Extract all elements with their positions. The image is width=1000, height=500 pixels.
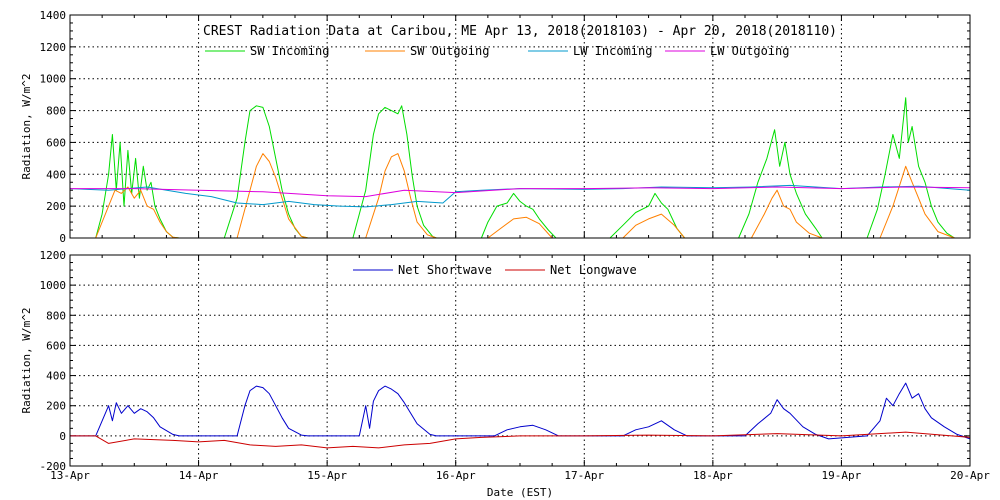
bottom-x-tick-label: 19-Apr xyxy=(822,469,862,482)
bottom-y-tick-label: 1000 xyxy=(40,279,67,292)
top-series-lw-outgoing-line xyxy=(70,186,971,198)
bottom-y-tick-label: 0 xyxy=(59,430,66,443)
bottom-y-tick-label: 800 xyxy=(46,309,66,322)
bottom-panel-net-radiation: -200 0 200 400 600 800 1000 1200 13-Apr 14-Apr 15-… xyxy=(20,249,990,499)
top-y-tick-label: 800 xyxy=(46,105,66,118)
top-y-tick-label: 600 xyxy=(46,136,66,149)
top-legend-label: SW Outgoing xyxy=(410,44,489,58)
bottom-x-tick-label: 16-Apr xyxy=(436,469,476,482)
top-y-tick-label: 1200 xyxy=(40,41,67,54)
top-y-tick-label: 0 xyxy=(59,232,66,245)
bottom-x-tick-label: 13-Apr xyxy=(50,469,90,482)
top-legend-label: SW Incoming xyxy=(250,44,329,58)
top-y-tick-label: 1400 xyxy=(40,9,67,22)
top-y-axis-label: Radiation, W/m^2 xyxy=(20,74,33,180)
top-plot-frame xyxy=(69,14,971,239)
top-y-tick-label: 400 xyxy=(46,168,66,181)
top-legend-label: LW Incoming xyxy=(573,44,652,58)
top-y-tick-label: 1000 xyxy=(40,73,67,86)
bottom-y-tick-label: 400 xyxy=(46,370,66,383)
bottom-legend-label: Net Longwave xyxy=(550,263,637,277)
bottom-y-axis-label: Radiation, W/m^2 xyxy=(20,308,33,414)
bottom-x-tick-label: 15-Apr xyxy=(307,469,347,482)
bottom-x-tick-label: 14-Apr xyxy=(179,469,219,482)
bottom-legend-label: Net Shortwave xyxy=(398,263,492,277)
top-series-lw-incoming-line xyxy=(69,184,971,208)
top-legend-label: LW Outgoing xyxy=(710,44,789,58)
bottom-plot-frame xyxy=(69,254,971,467)
bottom-x-tick-label: 18-Apr xyxy=(693,469,733,482)
bottom-y-tick-label: -200 xyxy=(40,460,67,473)
top-y-tick-label: 200 xyxy=(46,200,66,213)
bottom-series-net-shortwave-line xyxy=(70,382,971,440)
bottom-x-tick-label: 17-Apr xyxy=(564,469,604,482)
top-series-sw-outgoing-line xyxy=(95,153,955,239)
top-panel-radiation-components: 0 200 400 600 800 1000 1200 1400 SW Incoming SW O… xyxy=(20,9,971,245)
bottom-series-net-longwave-line xyxy=(70,431,971,449)
bottom-y-tick-label: 200 xyxy=(46,400,66,413)
chart-title: CREST Radiation Data at Caribou, ME Apr … xyxy=(203,24,837,39)
bottom-x-tick-label: 20-Apr xyxy=(950,469,990,482)
bottom-y-tick-label: 1200 xyxy=(40,249,67,262)
x-axis-label: Date (EST) xyxy=(487,486,553,499)
bottom-y-tick-label: 600 xyxy=(46,339,66,352)
